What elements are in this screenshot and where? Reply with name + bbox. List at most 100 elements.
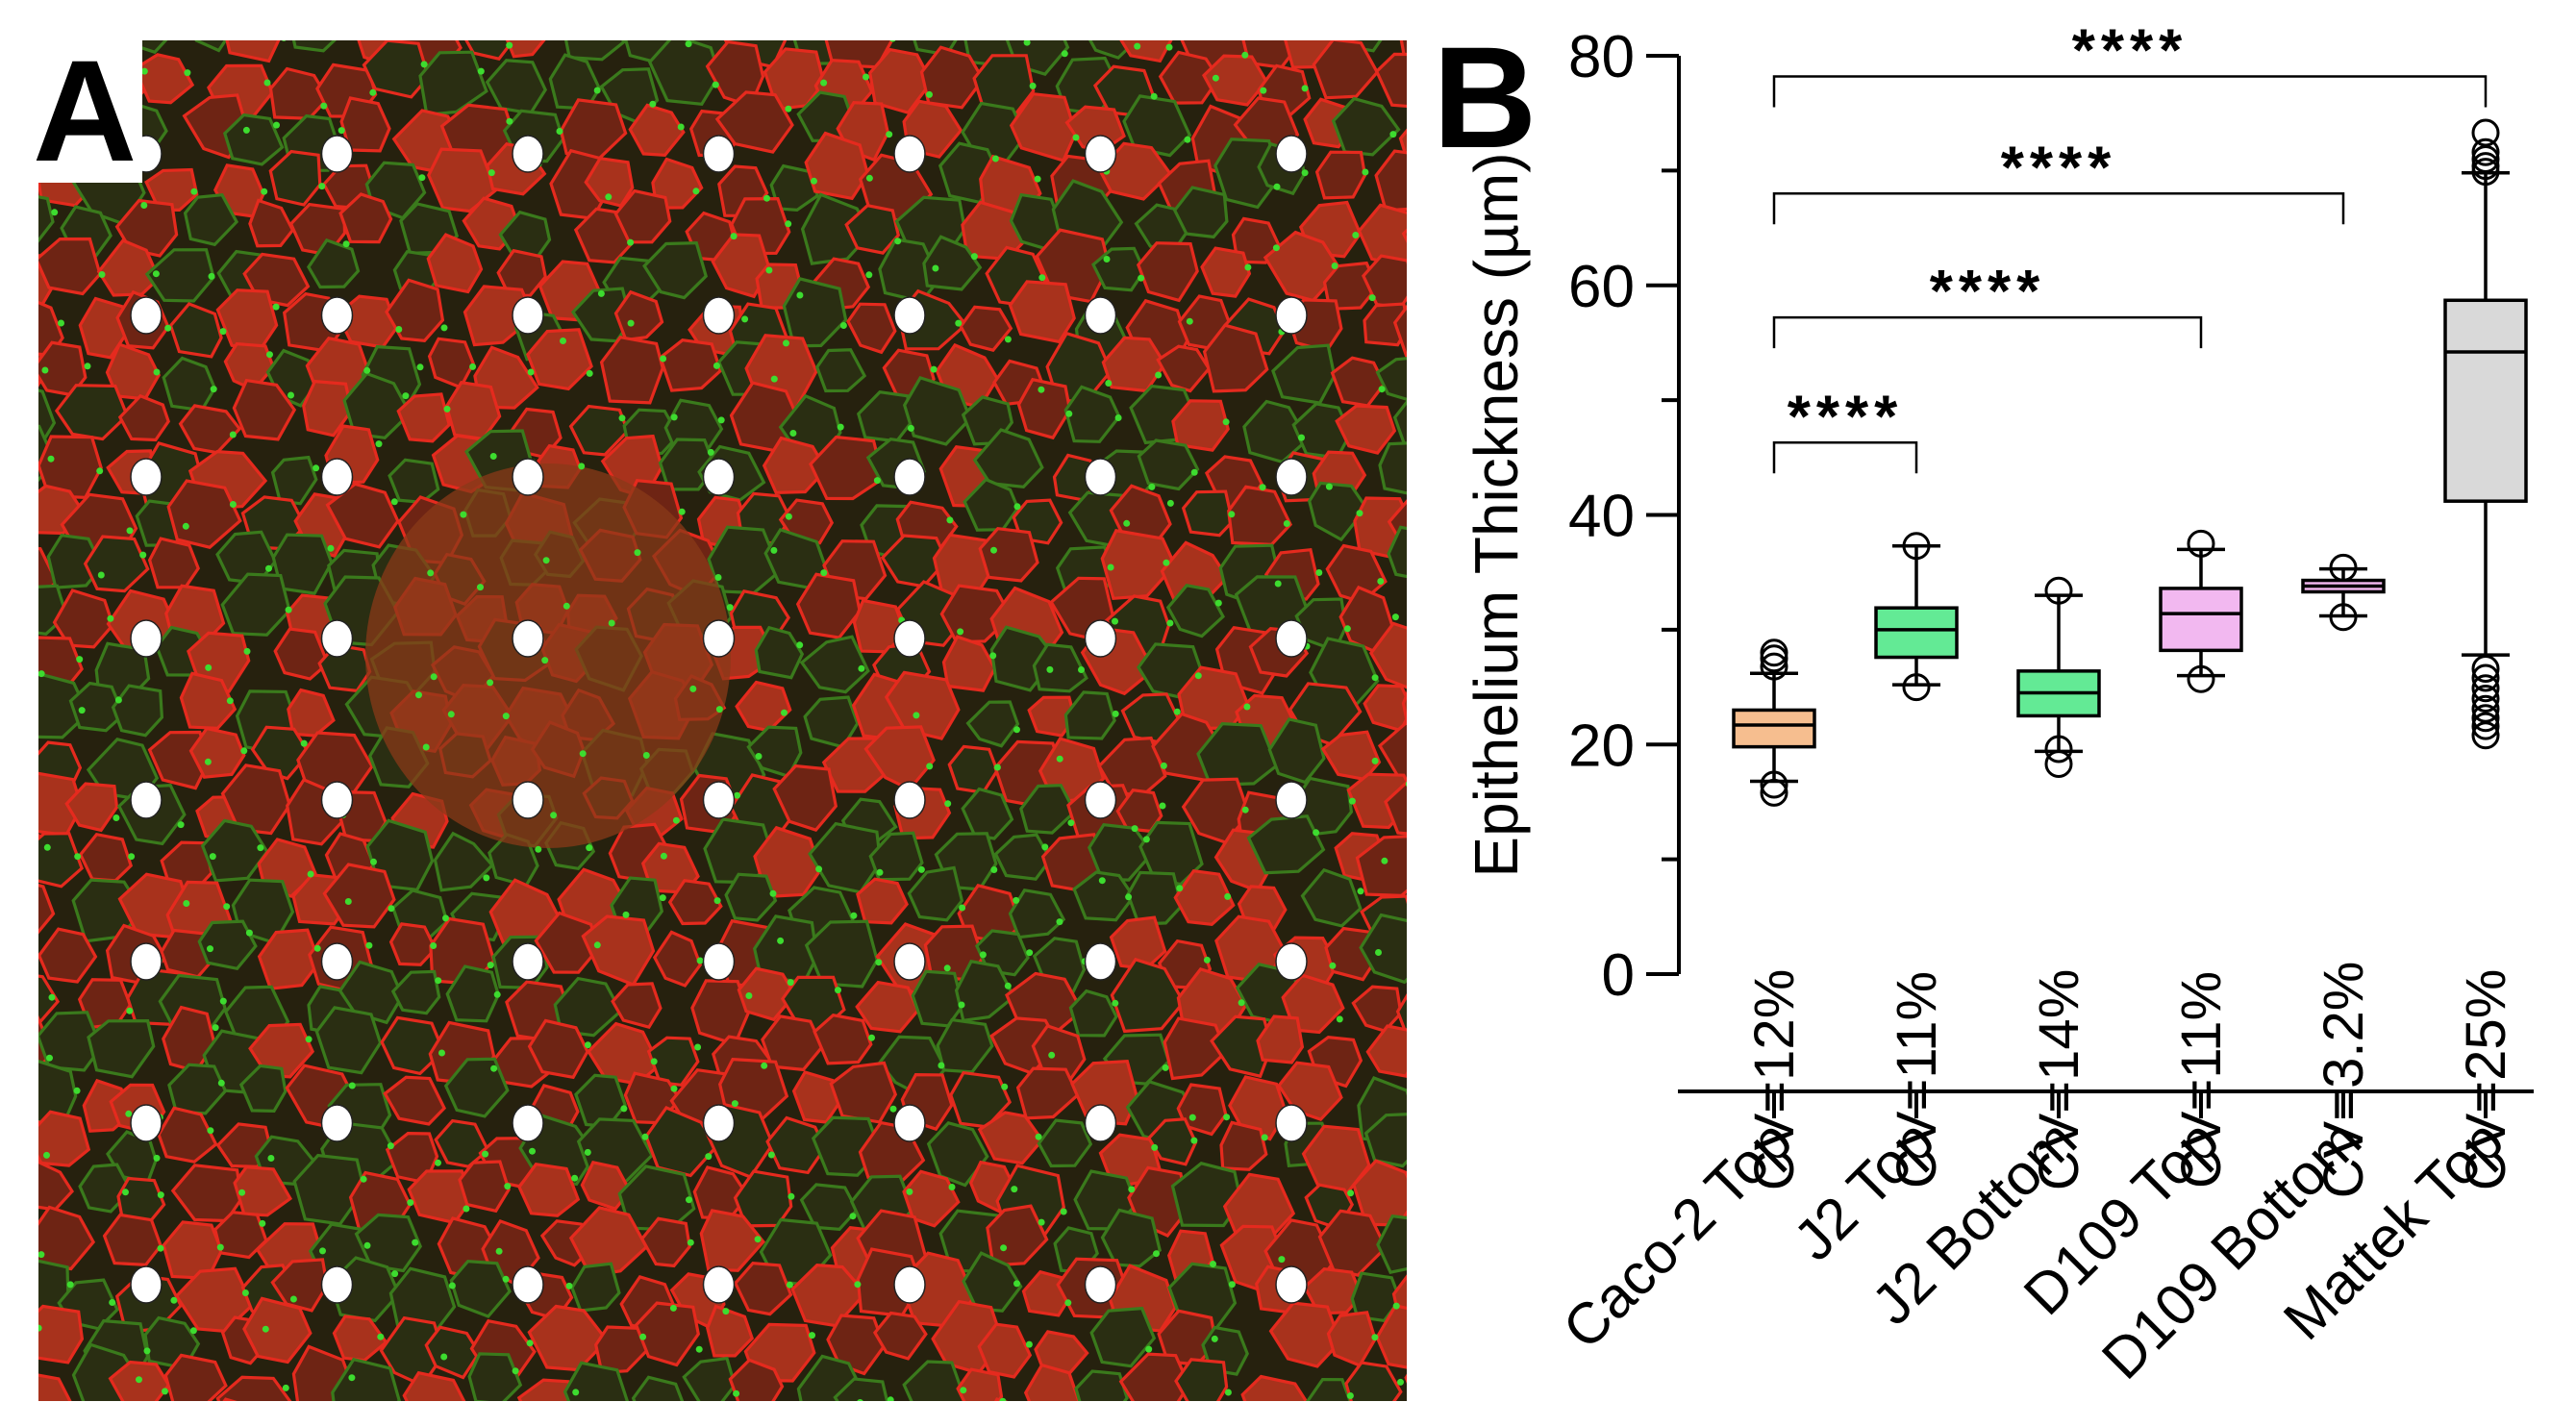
junction-dot [41, 366, 49, 374]
junction-dot [46, 1054, 53, 1062]
sampling-dot [320, 1265, 354, 1304]
box [2159, 587, 2243, 653]
junction-dot [787, 979, 794, 987]
junction-dot [689, 685, 697, 692]
junction-dot [1078, 666, 1085, 673]
junction-dot [58, 319, 64, 327]
junction-dot [857, 1399, 863, 1401]
junction-dot [288, 391, 294, 399]
junction-dot [970, 253, 978, 261]
cell [179, 671, 238, 730]
sampling-dot [893, 942, 926, 981]
cell [496, 248, 548, 298]
cell [902, 1360, 967, 1401]
junction-dot [1301, 85, 1309, 92]
junction-dot [320, 102, 328, 110]
cell [1335, 404, 1397, 455]
junction-dot [1155, 371, 1163, 379]
box-group: CV=11% [1874, 532, 1959, 1189]
junction-dot [140, 67, 148, 75]
junction-dot [529, 1147, 536, 1155]
junction-dot [1210, 1261, 1216, 1267]
junction-dot [344, 898, 352, 905]
junction-dot [305, 1036, 313, 1043]
junction-dot [960, 1387, 967, 1394]
cell [1350, 1271, 1402, 1323]
junction-dot [672, 816, 680, 824]
junction-dot [243, 647, 251, 655]
junction-dot [126, 527, 134, 535]
bracket-line [1772, 315, 2203, 349]
junction-dot [837, 423, 844, 431]
cell [634, 1301, 701, 1367]
cell [1015, 1066, 1080, 1120]
cell [962, 1251, 1023, 1313]
cell [1122, 94, 1192, 158]
outlier-point [2471, 685, 2500, 713]
junction-dot [1072, 134, 1080, 141]
junction-dot [238, 1189, 246, 1196]
cell [1384, 780, 1407, 836]
sampling-dot [512, 781, 544, 819]
cell [795, 572, 862, 639]
junction-dot [189, 1327, 197, 1335]
junction-dot [670, 1085, 678, 1092]
junction-dot [1160, 762, 1167, 769]
junction-dot [1142, 836, 1150, 843]
junction-dot [785, 105, 792, 113]
sampling-dot [1275, 135, 1308, 173]
cell [846, 302, 897, 355]
junction-dot [1065, 410, 1073, 417]
sampling-dot [702, 1104, 736, 1142]
cell [1196, 722, 1279, 788]
outlier-point [2471, 654, 2500, 683]
junction-dot [990, 546, 997, 554]
junction-dot [571, 1174, 579, 1182]
cell [813, 1013, 873, 1065]
junction-dot [783, 339, 789, 347]
junction-dot [876, 868, 884, 876]
cell [270, 1258, 329, 1313]
junction-dot [1343, 625, 1351, 633]
junction-dot [627, 319, 635, 327]
cell [516, 1378, 580, 1401]
junction-dot [418, 174, 426, 182]
junction-dot [38, 1324, 42, 1332]
box-series: CV=12% CV=11% CV=14% CV=11% CV=3.2% CV=25% [1732, 118, 2528, 1198]
junction-dot [1362, 168, 1369, 176]
junction-dot [634, 549, 641, 557]
cell [220, 572, 291, 637]
junction-dot [1125, 893, 1133, 901]
junction-dot [241, 1289, 249, 1296]
junction-dot [765, 266, 773, 274]
junction-dot [38, 670, 45, 678]
junction-dot [1347, 1189, 1355, 1197]
junction-dot [272, 303, 280, 311]
diffuse-region [365, 463, 731, 848]
cell [628, 103, 686, 158]
junction-dot [128, 853, 136, 861]
junction-dot [1391, 613, 1399, 621]
y-axis-title: Epithelium Thickness (µm) [1462, 152, 1531, 877]
junction-dot [285, 606, 292, 613]
junction-dot [990, 866, 998, 873]
significance-bracket: **** [1772, 384, 1918, 474]
junction-dot [1278, 1256, 1286, 1264]
sampling-dot [1275, 458, 1308, 496]
outlier-point [2471, 144, 2500, 173]
junction-dot [1112, 617, 1118, 625]
sampling-dot [1084, 135, 1117, 173]
junction-dot [1035, 1133, 1042, 1140]
cell [1395, 992, 1407, 1034]
junction-dot [265, 564, 272, 572]
junction-dot [495, 1247, 503, 1255]
sampling-dot [702, 942, 736, 981]
box [1732, 708, 1816, 749]
junction-dot [785, 513, 792, 520]
cell [956, 1367, 1004, 1401]
junction-dot [184, 69, 191, 77]
junction-dot [463, 1205, 470, 1213]
junction-dot [542, 557, 550, 564]
junction-dot [1272, 244, 1280, 252]
junction-dot [687, 1239, 694, 1246]
